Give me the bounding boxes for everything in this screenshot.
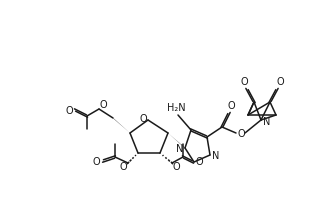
- Text: O: O: [172, 162, 180, 172]
- Text: O: O: [237, 129, 245, 139]
- Text: O: O: [99, 100, 107, 110]
- Text: O: O: [240, 77, 248, 87]
- Text: N: N: [212, 151, 220, 161]
- Text: O: O: [92, 157, 100, 167]
- Text: N: N: [176, 144, 184, 154]
- Text: O: O: [276, 77, 284, 87]
- Text: O: O: [227, 101, 235, 111]
- Text: O: O: [65, 106, 73, 116]
- Polygon shape: [168, 133, 186, 149]
- Text: O: O: [139, 114, 147, 124]
- Text: O: O: [195, 157, 203, 167]
- Polygon shape: [112, 117, 130, 133]
- Text: O: O: [119, 162, 127, 172]
- Text: N: N: [263, 117, 271, 127]
- Text: H₂N: H₂N: [167, 103, 185, 113]
